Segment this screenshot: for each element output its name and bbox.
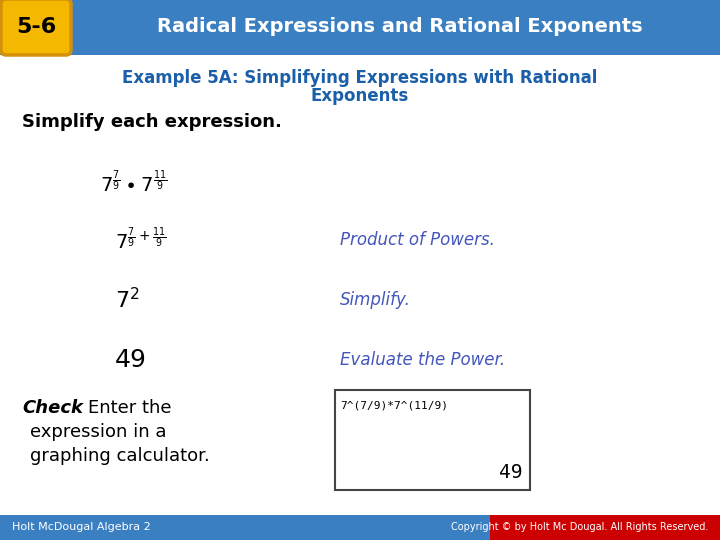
Text: 49: 49 bbox=[498, 462, 522, 482]
Text: Enter the: Enter the bbox=[88, 399, 171, 417]
Text: Exponents: Exponents bbox=[311, 87, 409, 105]
FancyBboxPatch shape bbox=[335, 390, 530, 490]
Text: Example 5A: Simplifying Expressions with Rational: Example 5A: Simplifying Expressions with… bbox=[122, 69, 598, 87]
Text: 7^(7/9)*7^(11/9): 7^(7/9)*7^(11/9) bbox=[340, 400, 448, 410]
Text: Copyright © by Holt Mc Dougal. All Rights Reserved.: Copyright © by Holt Mc Dougal. All Right… bbox=[451, 522, 708, 532]
Text: graphing calculator.: graphing calculator. bbox=[30, 447, 210, 465]
FancyBboxPatch shape bbox=[0, 55, 720, 515]
Text: Radical Expressions and Rational Exponents: Radical Expressions and Rational Exponen… bbox=[157, 17, 643, 37]
Text: Product of Powers.: Product of Powers. bbox=[340, 231, 495, 249]
Text: $7^{\frac{7}{9}} \bullet 7^{\frac{11}{9}}$: $7^{\frac{7}{9}} \bullet 7^{\frac{11}{9}… bbox=[100, 170, 168, 196]
FancyBboxPatch shape bbox=[0, 0, 720, 55]
Text: Simplify.: Simplify. bbox=[340, 291, 411, 309]
FancyBboxPatch shape bbox=[1, 0, 71, 55]
Text: Simplify each expression.: Simplify each expression. bbox=[22, 113, 282, 131]
Text: Evaluate the Power.: Evaluate the Power. bbox=[340, 351, 505, 369]
FancyBboxPatch shape bbox=[0, 515, 720, 540]
Text: $7^{2}$: $7^{2}$ bbox=[115, 287, 140, 313]
Text: Check: Check bbox=[22, 399, 83, 417]
Text: $7^{\frac{7}{9}+\frac{11}{9}}$: $7^{\frac{7}{9}+\frac{11}{9}}$ bbox=[115, 227, 166, 253]
Text: 49: 49 bbox=[115, 348, 147, 372]
FancyBboxPatch shape bbox=[490, 515, 720, 540]
Text: Holt McDougal Algebra 2: Holt McDougal Algebra 2 bbox=[12, 522, 150, 532]
Text: expression in a: expression in a bbox=[30, 423, 166, 441]
Text: 5-6: 5-6 bbox=[16, 17, 56, 37]
